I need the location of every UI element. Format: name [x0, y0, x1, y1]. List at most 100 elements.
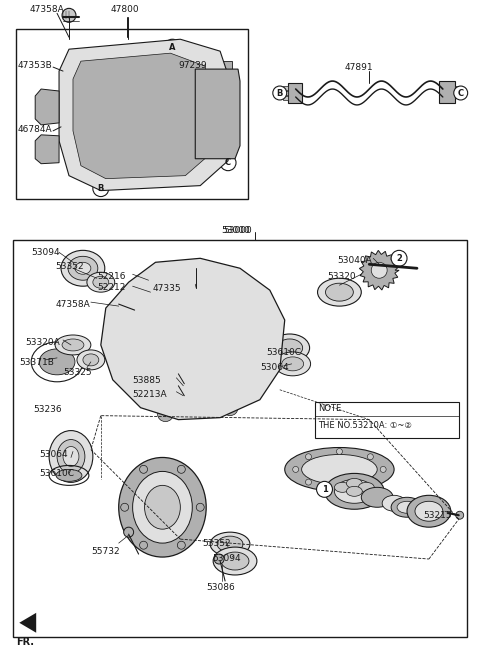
Ellipse shape — [335, 482, 350, 492]
Ellipse shape — [391, 497, 423, 517]
Circle shape — [127, 99, 170, 143]
Circle shape — [305, 454, 312, 459]
Ellipse shape — [56, 469, 82, 481]
Text: A: A — [169, 42, 176, 52]
Text: 52216: 52216 — [97, 272, 125, 282]
Text: 46784A: 46784A — [17, 125, 52, 134]
Circle shape — [165, 165, 176, 177]
Text: 53610C: 53610C — [266, 348, 301, 357]
Circle shape — [254, 350, 270, 366]
Text: 53215: 53215 — [423, 511, 452, 521]
Polygon shape — [101, 258, 285, 420]
Text: FR.: FR. — [16, 637, 34, 647]
Text: 47358A: 47358A — [29, 5, 64, 15]
Circle shape — [95, 165, 107, 177]
Circle shape — [195, 89, 239, 133]
Ellipse shape — [301, 454, 377, 484]
Circle shape — [184, 264, 192, 272]
Text: THE NO.53210A: ①~②: THE NO.53210A: ①~② — [319, 421, 412, 430]
Ellipse shape — [347, 478, 362, 488]
Circle shape — [196, 503, 204, 511]
Circle shape — [147, 274, 164, 290]
Circle shape — [454, 86, 468, 100]
Text: 53885: 53885 — [132, 376, 161, 385]
Bar — [16, 29, 248, 199]
Ellipse shape — [407, 495, 451, 527]
Circle shape — [316, 481, 333, 497]
Text: 53320A: 53320A — [25, 338, 60, 347]
Circle shape — [178, 541, 185, 549]
Text: B: B — [97, 184, 104, 193]
Ellipse shape — [213, 547, 257, 575]
Circle shape — [93, 181, 109, 197]
Ellipse shape — [277, 339, 302, 357]
Polygon shape — [35, 89, 59, 125]
Circle shape — [140, 465, 147, 473]
Text: 2: 2 — [396, 254, 402, 263]
Ellipse shape — [397, 501, 417, 513]
Bar — [314, 402, 459, 438]
Circle shape — [336, 448, 342, 454]
Ellipse shape — [39, 349, 75, 374]
Circle shape — [293, 466, 299, 472]
Text: C: C — [457, 88, 464, 98]
Text: 47335: 47335 — [153, 284, 181, 293]
Ellipse shape — [63, 446, 79, 466]
Circle shape — [165, 39, 180, 55]
Ellipse shape — [154, 302, 237, 398]
Ellipse shape — [49, 430, 93, 482]
Text: 53371B: 53371B — [19, 358, 54, 367]
Bar — [283, 86, 288, 90]
Polygon shape — [360, 250, 399, 290]
Ellipse shape — [62, 339, 84, 351]
Polygon shape — [35, 135, 59, 164]
Text: 55732: 55732 — [91, 547, 120, 556]
Circle shape — [371, 262, 387, 278]
Circle shape — [113, 298, 123, 308]
Ellipse shape — [285, 448, 394, 491]
Ellipse shape — [132, 471, 192, 543]
Text: 53086: 53086 — [206, 583, 235, 592]
Ellipse shape — [93, 276, 109, 288]
Circle shape — [140, 541, 147, 549]
Circle shape — [120, 503, 129, 511]
Ellipse shape — [61, 250, 105, 286]
Ellipse shape — [119, 457, 206, 557]
Circle shape — [43, 103, 53, 113]
Text: 53000: 53000 — [224, 226, 252, 236]
Bar — [288, 83, 301, 103]
Circle shape — [367, 454, 373, 459]
Circle shape — [192, 262, 201, 272]
Polygon shape — [73, 53, 210, 179]
Circle shape — [192, 262, 208, 278]
Circle shape — [157, 406, 173, 422]
Text: 97239: 97239 — [179, 61, 207, 70]
Ellipse shape — [361, 487, 393, 507]
Ellipse shape — [75, 262, 91, 274]
Polygon shape — [19, 613, 36, 633]
Ellipse shape — [83, 354, 99, 366]
Circle shape — [203, 97, 231, 125]
Circle shape — [456, 511, 464, 519]
Text: 47891: 47891 — [344, 63, 373, 72]
Ellipse shape — [382, 495, 406, 511]
Bar — [13, 240, 467, 637]
Ellipse shape — [217, 536, 243, 552]
Circle shape — [124, 527, 133, 537]
Text: 53325: 53325 — [63, 368, 92, 377]
Ellipse shape — [358, 482, 374, 492]
Circle shape — [115, 63, 127, 75]
Text: 53040A: 53040A — [337, 256, 372, 266]
Ellipse shape — [131, 306, 167, 354]
Ellipse shape — [210, 532, 250, 556]
Circle shape — [391, 250, 407, 266]
Ellipse shape — [141, 288, 250, 412]
Ellipse shape — [325, 284, 353, 301]
Ellipse shape — [347, 486, 362, 496]
Text: 52213A: 52213A — [132, 390, 167, 399]
Polygon shape — [59, 39, 230, 191]
Text: 53352: 53352 — [55, 262, 84, 272]
Ellipse shape — [335, 479, 374, 503]
Circle shape — [39, 99, 57, 117]
Circle shape — [168, 48, 178, 58]
